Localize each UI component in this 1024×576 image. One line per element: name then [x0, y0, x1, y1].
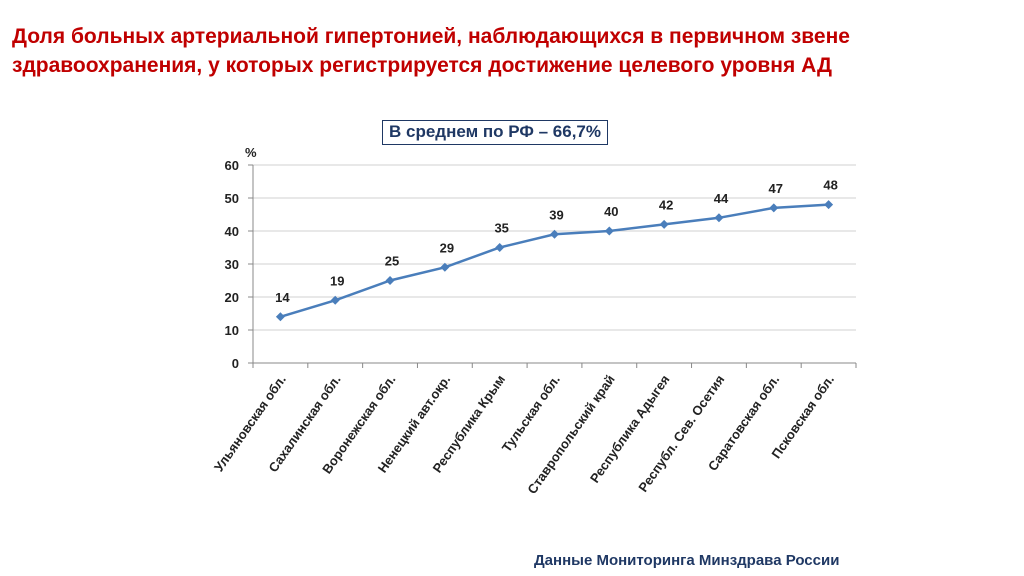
x-tick-marks	[252, 363, 857, 368]
data-label: 39	[549, 207, 563, 222]
data-label: 29	[440, 240, 454, 255]
slide-title: Доля больных артериальной гипертонией, н…	[12, 25, 850, 77]
data-point	[604, 226, 614, 236]
data-point	[440, 262, 450, 272]
data-label: 48	[823, 178, 837, 193]
y-tick-label: 20	[225, 290, 239, 305]
category-label: Тульская обл.	[499, 372, 563, 455]
y-tick-label: 0	[232, 356, 239, 371]
data-point	[385, 276, 395, 285]
y-tick-label: 40	[225, 224, 239, 239]
data-point	[714, 213, 724, 223]
data-point	[275, 312, 285, 322]
gridlines	[253, 164, 856, 331]
data-markers	[275, 200, 834, 322]
data-label: 35	[494, 221, 508, 236]
data-point	[495, 243, 505, 252]
y-tick-label: 60	[225, 158, 239, 173]
data-label: 25	[385, 254, 399, 269]
category-labels: Ульяновская обл.Сахалинская обл.Воронежс…	[211, 372, 837, 497]
data-label: 42	[659, 197, 673, 212]
data-point	[659, 219, 669, 229]
data-point	[550, 229, 559, 239]
data-label: 47	[769, 181, 783, 196]
y-tick-labels: 0 10 20 30 40 50 60	[225, 158, 253, 371]
y-tick-label: 50	[225, 191, 239, 206]
data-label: 19	[330, 273, 344, 288]
data-labels: 14 19 25 29 35 39 40 42 44 47 48	[275, 178, 838, 305]
y-axis-label: %	[245, 145, 257, 160]
y-tick-label: 10	[225, 323, 239, 338]
y-tick-label: 30	[225, 257, 239, 272]
data-point	[769, 203, 779, 213]
data-point	[330, 295, 340, 305]
data-label: 44	[714, 191, 729, 206]
average-box: В среднем по РФ – 66,7%	[382, 120, 608, 145]
data-point	[824, 200, 834, 210]
data-label: 40	[604, 204, 618, 219]
data-label: 14	[275, 290, 290, 305]
source-note: Данные Мониторинга Минздрава России	[534, 552, 840, 569]
